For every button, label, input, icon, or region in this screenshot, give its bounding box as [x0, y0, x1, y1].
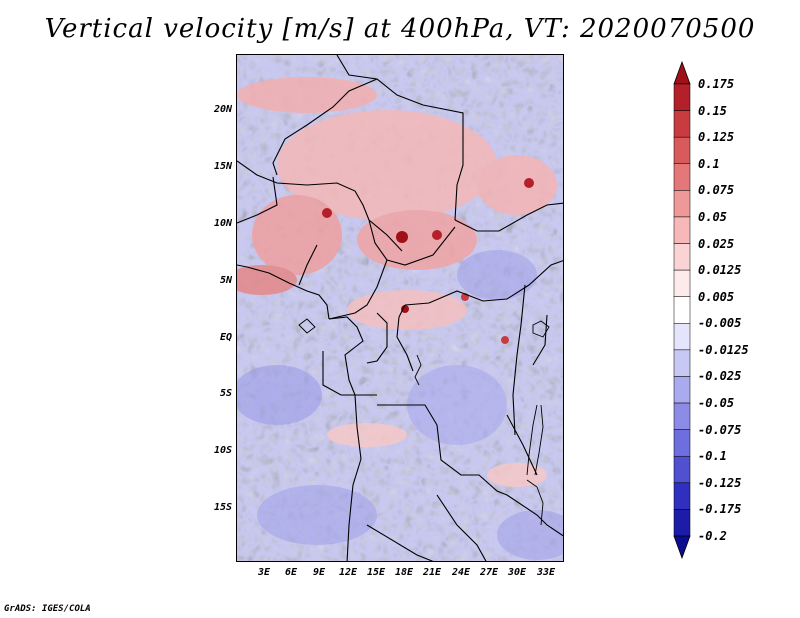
- lon-label-6e: 6E: [284, 567, 298, 578]
- colorbar-tick-label: -0.125: [698, 475, 742, 490]
- colorbar-tick-label: 0.025: [698, 236, 735, 251]
- colorbar-bin: [673, 455, 691, 484]
- colorbar-bin: [673, 83, 691, 111]
- colorbar-bin: [673, 296, 691, 324]
- strong-downdraft-regions: [237, 250, 563, 560]
- colorbar-bottom-arrow: [673, 535, 691, 560]
- rising-motion-regions: [237, 77, 557, 487]
- colorbar-tick-label: -0.1: [698, 449, 727, 464]
- colorbar-tick-label: 0.0125: [698, 263, 742, 278]
- lat-label-eq: EQ: [219, 332, 232, 343]
- colorbar-bin: [673, 269, 691, 297]
- colorbar-tick-label: 0.075: [698, 183, 735, 198]
- lon-label-21e: 21E: [422, 567, 442, 578]
- colorbar-top-arrow: [673, 60, 691, 85]
- grads-credit: GrADS: IGES/COLA: [4, 604, 91, 614]
- colorbar-tick-label: -0.2: [698, 529, 727, 543]
- colorbar-tick-label: 0.05: [698, 209, 727, 224]
- lon-label-33e: 33E: [536, 567, 556, 578]
- lon-label-27e: 27E: [479, 567, 499, 578]
- colorbar-bin: [673, 216, 691, 244]
- colorbar-tick-label: 0.15: [698, 103, 727, 118]
- lon-label-12e: 12E: [338, 567, 358, 578]
- colorbar-bin: [673, 190, 691, 218]
- lat-label-10s: 10S: [213, 445, 232, 456]
- colorbar-tick-label: 0.125: [698, 130, 735, 145]
- colorbar-bin: [673, 110, 691, 138]
- colorbar-tick-label: -0.05: [698, 396, 735, 411]
- colorbar-tick-label: -0.025: [698, 369, 742, 384]
- colorbar-bin: [673, 402, 691, 430]
- colorbar-bin: [673, 509, 691, 537]
- lat-label-15s: 15S: [213, 502, 232, 513]
- lon-label-9e: 9E: [312, 567, 326, 578]
- colorbar-bin: [673, 482, 691, 510]
- lon-label-18e: 18E: [394, 567, 414, 578]
- plot-title: Vertical velocity [m/s] at 400hPa, VT: 2…: [44, 14, 756, 44]
- lat-label-10n: 10N: [213, 218, 232, 229]
- colorbar-bin: [673, 349, 691, 377]
- lat-label-20n: 20N: [213, 104, 232, 115]
- colorbar-tick-label: -0.175: [698, 502, 742, 517]
- colorbar-tick-label: -0.005: [698, 316, 742, 331]
- lon-label-30e: 30E: [507, 567, 527, 578]
- lat-label-5n: 5N: [219, 275, 232, 286]
- lon-label-3e: 3E: [257, 567, 271, 578]
- colorbar-tick-label: -0.0125: [698, 342, 749, 357]
- colorbar-bin: [673, 136, 691, 165]
- colorbar-tick-label: 0.005: [698, 289, 735, 304]
- vertical-velocity-field: [237, 55, 563, 561]
- colorbar-tick-label: 0.1: [698, 156, 720, 171]
- colorbar-bin: [673, 243, 691, 271]
- colorbar: [673, 60, 691, 560]
- colorbar-bin: [673, 376, 691, 404]
- lat-label-15n: 15N: [213, 161, 232, 172]
- colorbar-bin: [673, 323, 691, 351]
- colorbar-tick-label: -0.075: [698, 422, 742, 437]
- colorbar-tick-label: 0.175: [698, 77, 735, 91]
- lon-label-24e: 24E: [451, 567, 471, 578]
- lat-label-5s: 5S: [219, 388, 232, 399]
- lakes-rivers: [298, 318, 550, 526]
- colorbar-bin: [673, 429, 691, 457]
- lon-label-15e: 15E: [366, 567, 386, 578]
- map-panel: [236, 54, 564, 562]
- colorbar-bin: [673, 163, 691, 191]
